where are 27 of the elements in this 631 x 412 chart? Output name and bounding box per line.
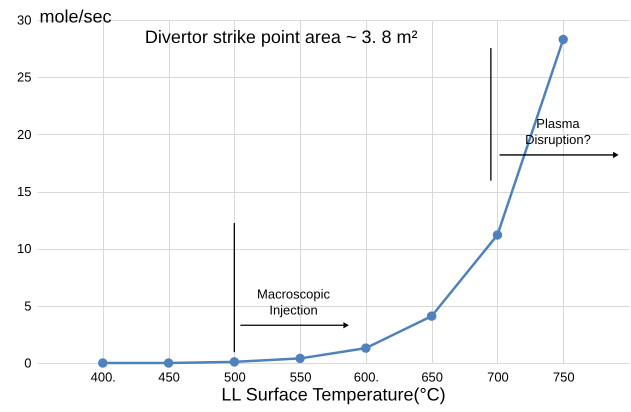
y-tick-label: 15 [17, 184, 32, 199]
x-tick-label: 600. [354, 370, 380, 384]
chart-title: Divertor strike point area ~ 3. 8 m² [144, 27, 418, 47]
y-tick-label: 30 [17, 12, 32, 28]
x-tick-label: 650 [421, 370, 444, 384]
x-tick-label: 400. [90, 370, 116, 384]
point [426, 311, 436, 321]
x-tick-label: 700 [487, 370, 509, 384]
point [492, 230, 502, 240]
x-tick-label: 750 [552, 370, 575, 384]
y-tick-label: 20 [17, 126, 32, 142]
point [98, 358, 108, 368]
annotation: Macroscopic Injection [257, 286, 331, 318]
x-tick-label: 450 [158, 370, 180, 384]
x-tick-label: 500 [224, 370, 246, 384]
point [361, 343, 371, 353]
point [230, 357, 240, 367]
y-tick-label: 10 [17, 241, 32, 256]
y-tick-label: 0 [24, 356, 32, 370]
point [558, 34, 568, 44]
y-tick-label: 5 [24, 298, 32, 314]
y-axis-title: mole/sec [40, 6, 112, 26]
x-tick-label: 550 [290, 370, 312, 384]
point [164, 358, 174, 368]
y-tick-label: 25 [17, 70, 32, 85]
point [295, 354, 305, 364]
x-axis-title: LL Surface Temperature(°C) [221, 384, 446, 404]
